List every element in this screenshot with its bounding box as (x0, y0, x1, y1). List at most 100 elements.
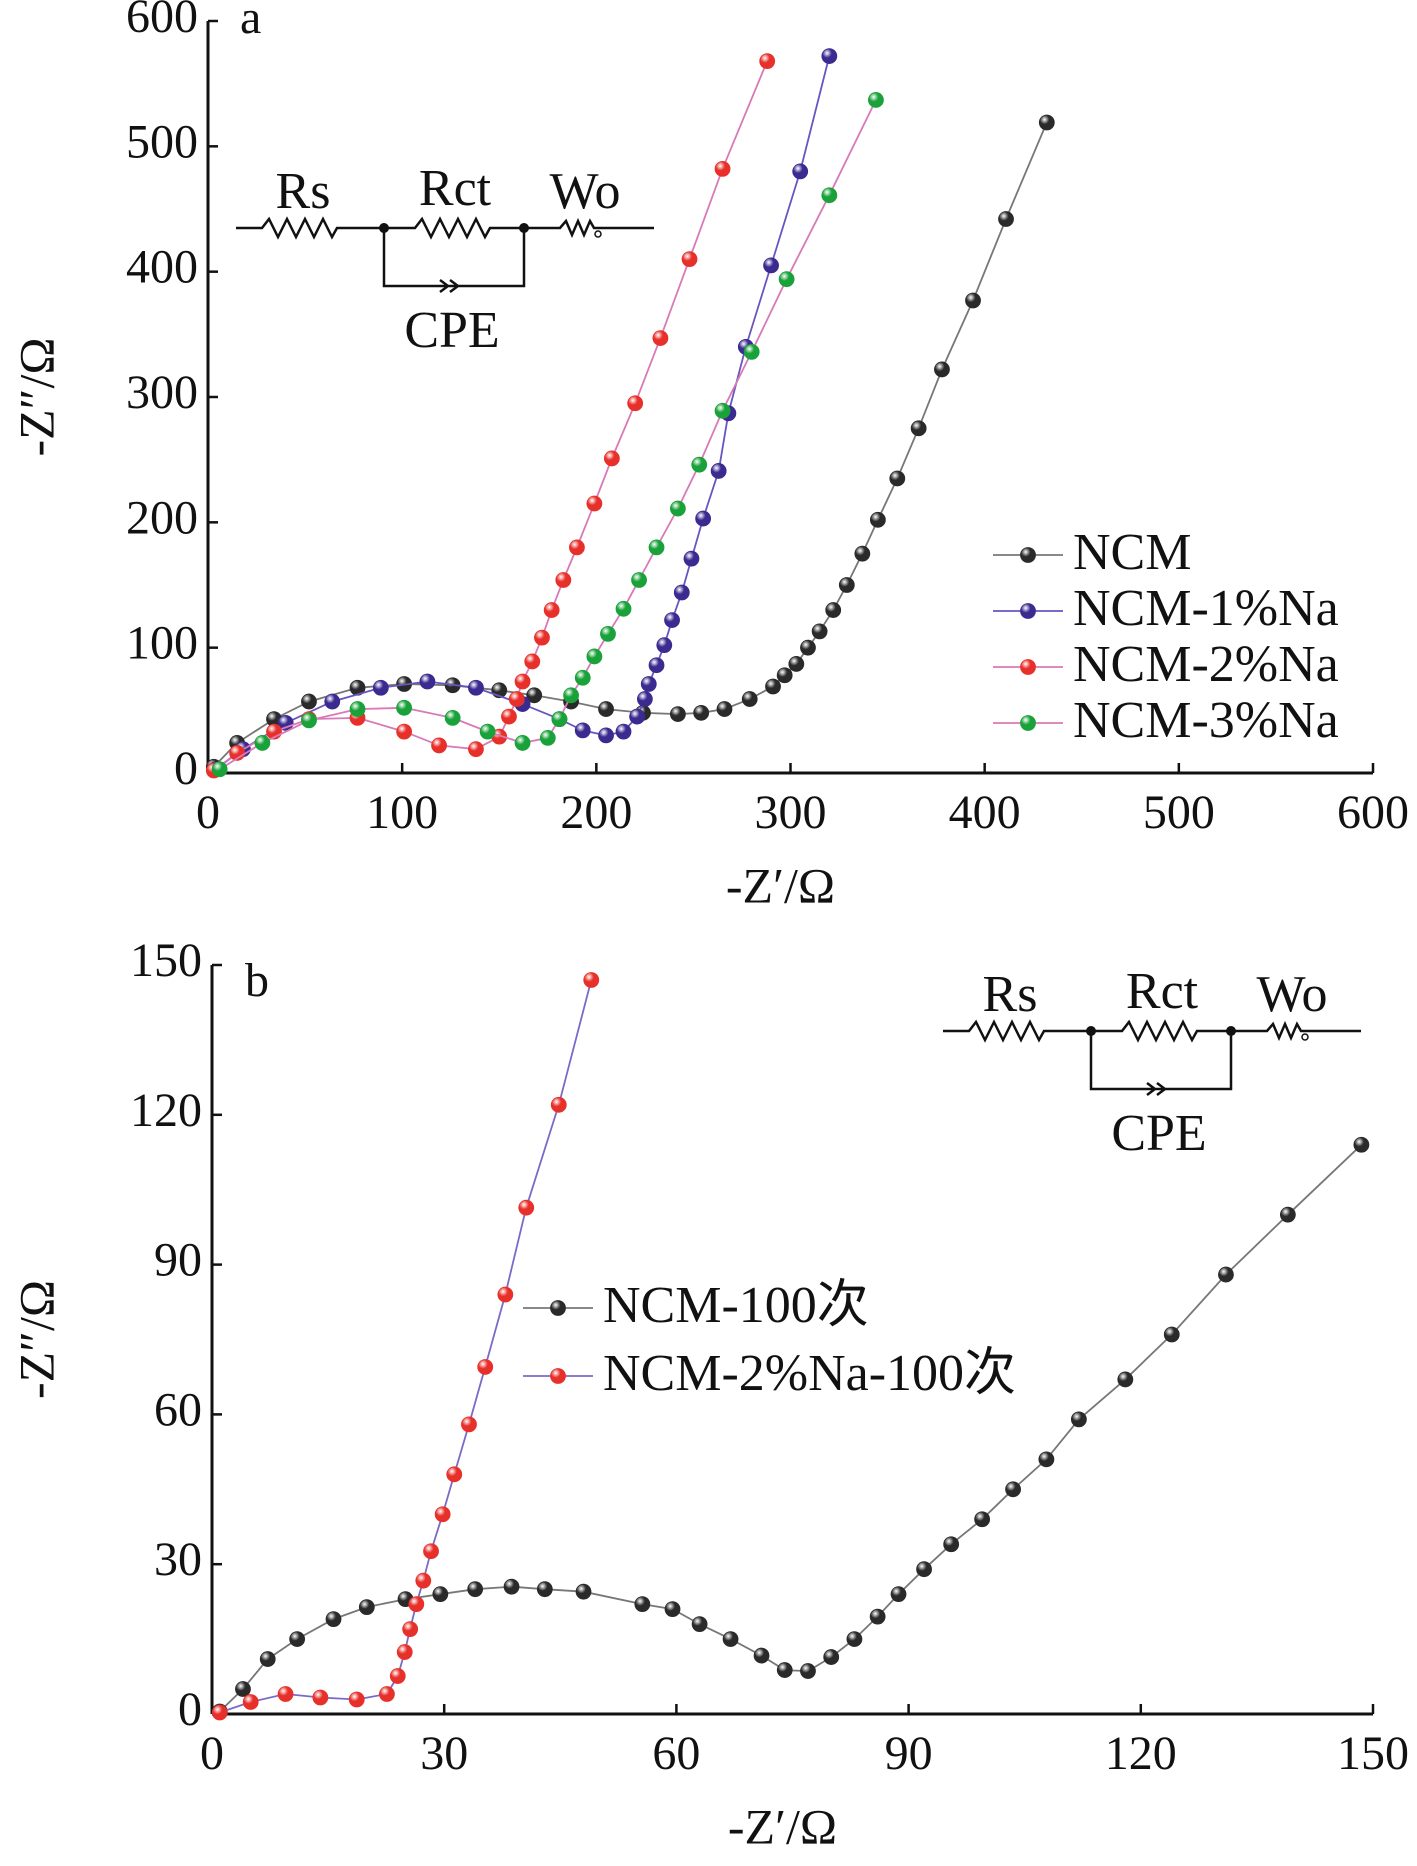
data-point (763, 257, 779, 274)
y-axis-label: -Z″/Ω (8, 337, 64, 456)
data-point (800, 639, 816, 656)
y-tick-label: 100 (126, 617, 198, 670)
data-point (934, 361, 950, 378)
data-point (788, 656, 805, 672)
data-point (1038, 1451, 1055, 1468)
legend-marker (1020, 715, 1036, 731)
circuit-label: Wo (1257, 966, 1328, 1023)
data-point (434, 1506, 451, 1523)
data-point (372, 679, 389, 696)
data-point (526, 687, 543, 704)
circuit-node (1226, 1026, 1236, 1036)
data-point (574, 722, 591, 739)
y-axis-label: -Z″/Ω (8, 1280, 64, 1399)
data-point (714, 160, 731, 177)
x-axis-label: -Z′/Ω (726, 857, 835, 913)
x-tick-label: 120 (1105, 1727, 1177, 1780)
data-point (550, 1096, 567, 1113)
data-point (277, 1686, 294, 1702)
data-point (358, 1599, 375, 1616)
data-point (693, 704, 710, 721)
data-point (574, 669, 591, 686)
data-point (551, 711, 568, 728)
data-point (396, 699, 413, 716)
data-point (501, 708, 517, 725)
data-point (615, 723, 632, 740)
data-point (539, 730, 556, 746)
data-point (543, 602, 560, 618)
data-point (301, 712, 317, 729)
data-point (348, 1691, 365, 1708)
data-point (825, 602, 842, 618)
circuit-node (519, 223, 529, 233)
circuit-label: Wo (550, 163, 621, 220)
data-point (1005, 1481, 1021, 1498)
data-point (534, 629, 550, 646)
data-point (776, 667, 793, 684)
data-point (710, 463, 727, 479)
circuit-label: Rct (419, 160, 492, 217)
series-line (219, 1144, 1363, 1713)
legend-label: NCM-2%Na (1073, 636, 1339, 693)
data-point (379, 1686, 395, 1702)
data-point (656, 637, 673, 654)
circuit-label: Rct (1126, 963, 1199, 1020)
data-point (683, 550, 700, 567)
legend-marker (1020, 603, 1036, 619)
y-tick-label: 0 (178, 1683, 202, 1736)
y-tick-label: 600 (126, 0, 198, 43)
data-point (792, 163, 809, 180)
data-point (869, 511, 886, 528)
x-tick-label: 600 (1337, 786, 1409, 839)
data-point (415, 1572, 432, 1589)
data-point (838, 577, 855, 593)
data-point (431, 737, 447, 754)
data-point (555, 572, 572, 588)
data-point (497, 1286, 514, 1303)
data-point (586, 648, 603, 665)
x-tick-label: 90 (885, 1727, 933, 1780)
data-point (503, 1578, 520, 1595)
data-point (518, 1199, 535, 1216)
y-tick-label: 60 (154, 1383, 202, 1436)
data-point (235, 1681, 251, 1697)
legend-label: NCM-2%Na-100次 (603, 1345, 1016, 1402)
data-point (1070, 1411, 1087, 1428)
data-point (998, 211, 1014, 227)
data-point (508, 691, 525, 707)
data-point (461, 1416, 477, 1433)
data-point (910, 420, 927, 437)
data-point (254, 735, 271, 751)
legend-label: NCM (1073, 524, 1191, 581)
y-tick-label: 30 (154, 1533, 202, 1586)
data-point (1038, 114, 1055, 131)
x-tick-label: 150 (1337, 1727, 1409, 1780)
data-point (652, 330, 669, 346)
data-point (242, 1694, 259, 1710)
data-point (259, 1651, 276, 1667)
circuit-node (379, 223, 389, 233)
x-tick-label: 30 (420, 1727, 468, 1780)
data-point (563, 687, 579, 704)
y-tick-label: 90 (154, 1234, 202, 1287)
data-point (312, 1689, 329, 1706)
data-point (868, 92, 884, 108)
data-point (695, 510, 712, 527)
data-point (811, 623, 828, 640)
data-point (648, 657, 665, 674)
data-point (583, 972, 600, 988)
data-point (514, 673, 531, 690)
data-point (669, 706, 686, 722)
series-line (213, 60, 769, 772)
data-point (324, 693, 341, 710)
x-tick-label: 300 (755, 786, 827, 839)
x-tick-label: 0 (200, 1727, 224, 1780)
circuit-wire (236, 216, 654, 293)
x-tick-label: 200 (560, 786, 632, 839)
data-point (800, 1663, 816, 1679)
y-tick-label: 400 (126, 241, 198, 294)
y-tick-label: 120 (130, 1084, 202, 1137)
data-point (627, 395, 644, 412)
circuit-wire (943, 1019, 1361, 1096)
